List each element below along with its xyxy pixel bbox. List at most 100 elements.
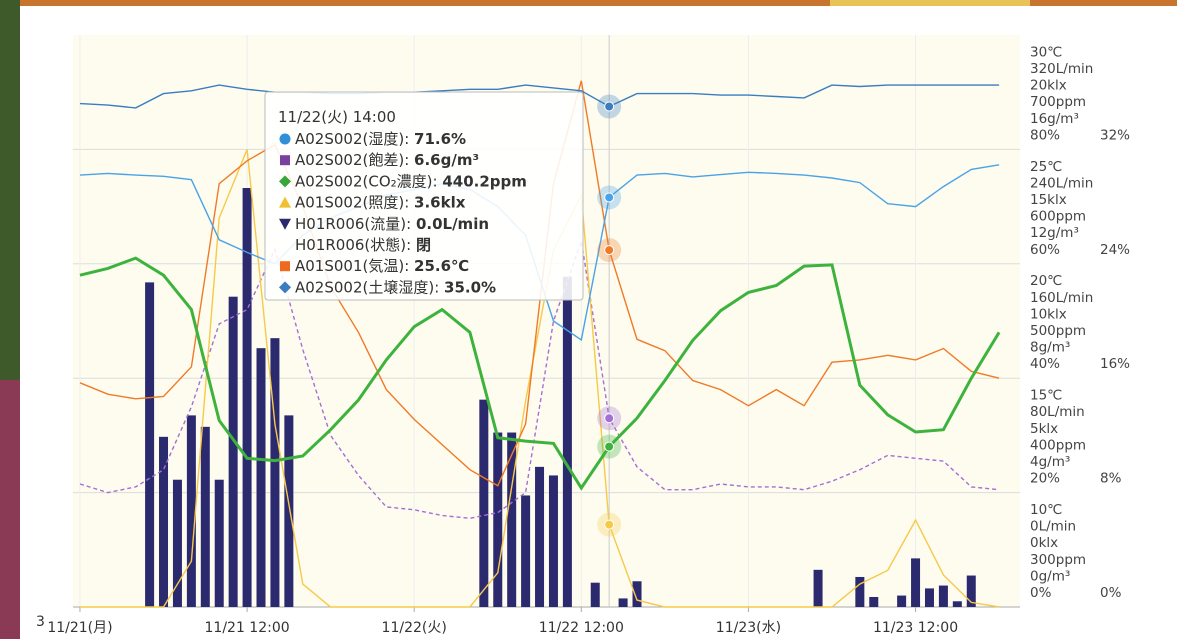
highlight-point — [605, 414, 614, 423]
tooltip-value: 35.0% — [444, 278, 496, 296]
bar — [187, 415, 196, 607]
y-tick-label: 0klx — [1030, 535, 1058, 551]
bar — [215, 480, 224, 607]
bar — [173, 480, 182, 607]
tooltip-label: A01S001(気温): — [295, 257, 414, 275]
y-tick-label: 10klx — [1030, 306, 1067, 322]
y-tick-label: 500ppm — [1030, 323, 1086, 339]
photo-strip — [0, 380, 20, 639]
legend-marker — [280, 134, 291, 145]
bar — [201, 427, 210, 607]
tooltip-value: 閉 — [416, 236, 431, 254]
y2-tick-label: 8% — [1100, 471, 1122, 487]
bar — [257, 348, 266, 607]
bar — [145, 282, 154, 607]
bar — [619, 598, 628, 607]
tooltip-row: A01S002(照度): 3.6klx — [295, 194, 466, 212]
y-tick-label: 0% — [1030, 585, 1052, 601]
tooltip-label: H01R006(流量): — [295, 215, 416, 233]
y-tick-label: 4g/m³ — [1030, 454, 1070, 470]
bar — [229, 297, 238, 607]
highlight-point — [605, 193, 614, 202]
bar — [549, 475, 558, 607]
tooltip-label: H01R006(状態): — [295, 236, 416, 254]
y-tick-label: 0g/m³ — [1030, 568, 1070, 584]
bar — [633, 581, 642, 607]
tooltip-row: A02S002(CO₂濃度): 440.2ppm — [295, 172, 527, 190]
bar — [535, 467, 544, 607]
x-tick-label: 11/21 12:00 — [205, 620, 290, 636]
y-tick-label: 12g/m³ — [1030, 225, 1079, 241]
tooltip-row: H01R006(状態): 閉 — [295, 236, 431, 254]
highlight-point — [605, 102, 614, 111]
x-tick-label: 11/22 12:00 — [539, 620, 624, 636]
y-tick-label: 600ppm — [1030, 209, 1086, 225]
y-tick-label: 10℃ — [1030, 502, 1062, 518]
tooltip-value: 3.6klx — [414, 194, 466, 212]
tooltip-title: 11/22(火) 14:00 — [278, 108, 396, 126]
y2-tick-label: 16% — [1100, 356, 1130, 372]
x-tick-label: 11/23(水) — [716, 620, 781, 636]
x-tick-label: 11/21(月) — [47, 620, 112, 636]
legend-marker — [280, 261, 290, 271]
y-tick-label: 300ppm — [1030, 552, 1086, 568]
y-tick-label: 8g/m³ — [1030, 340, 1070, 356]
page-number: 3 — [36, 614, 45, 630]
x-tick-label: 11/23 12:00 — [873, 620, 958, 636]
bar — [479, 400, 488, 607]
chart: 3 10℃15℃20℃25℃30℃0L/min80L/min160L/min24… — [0, 0, 1177, 639]
tooltip-label: A02S002(土壌湿度): — [295, 278, 444, 296]
tooltip-row: H01R006(流量): 0.0L/min — [295, 215, 489, 233]
bar — [897, 596, 906, 607]
bar — [493, 433, 502, 607]
bar — [869, 597, 878, 607]
highlight-point — [605, 442, 614, 451]
bar — [521, 495, 530, 607]
y-tick-label: 400ppm — [1030, 437, 1086, 453]
y-tick-label: 15klx — [1030, 192, 1067, 208]
tooltip-value: 6.6g/m³ — [414, 151, 479, 169]
y2-tick-label: 0% — [1100, 585, 1122, 601]
tooltip-value: 0.0L/min — [416, 215, 489, 233]
y-tick-label: 30℃ — [1030, 44, 1062, 60]
tooltip-label: A02S002(湿度): — [295, 130, 414, 148]
bar — [939, 586, 948, 607]
tooltip-row: A02S002(土壌湿度): 35.0% — [295, 278, 496, 296]
bar — [507, 433, 516, 607]
bar — [855, 577, 864, 607]
highlight-point — [605, 246, 614, 255]
y-tick-label: 25℃ — [1030, 159, 1062, 175]
bar — [814, 570, 823, 607]
y-tick-label: 80% — [1030, 127, 1060, 143]
tooltip-label: A02S002(飽差): — [295, 151, 414, 169]
bar — [284, 415, 293, 607]
y-tick-label: 700ppm — [1030, 94, 1086, 110]
y2-tick-label: 32% — [1100, 127, 1130, 143]
y-tick-label: 5klx — [1030, 421, 1058, 437]
tooltip-value: 440.2ppm — [442, 172, 527, 190]
bar — [563, 277, 572, 607]
tooltip-row: A02S002(湿度): 71.6% — [295, 130, 466, 148]
y-tick-label: 80L/min — [1030, 404, 1085, 420]
y-tick-label: 40% — [1030, 356, 1060, 372]
y-tick-label: 0L/min — [1030, 519, 1076, 535]
highlight-point — [605, 520, 614, 529]
bar — [953, 601, 962, 607]
photo-strip — [830, 0, 1030, 6]
y-tick-label: 15℃ — [1030, 388, 1062, 404]
tooltip-label: A02S002(CO₂濃度): — [295, 172, 442, 190]
y-tick-label: 320L/min — [1030, 61, 1093, 77]
tooltip-value: 25.6℃ — [414, 257, 469, 275]
tooltip-label: A01S002(照度): — [295, 194, 414, 212]
bar — [911, 558, 920, 607]
bar — [925, 588, 934, 607]
legend-marker — [280, 155, 290, 165]
tooltip-row: A01S001(気温): 25.6℃ — [295, 257, 469, 275]
y-tick-label: 60% — [1030, 242, 1060, 258]
tooltip-value: 71.6% — [414, 130, 466, 148]
y2-tick-label: 24% — [1100, 242, 1130, 258]
tooltip-row: A02S002(飽差): 6.6g/m³ — [295, 151, 479, 169]
y-tick-label: 20% — [1030, 471, 1060, 487]
x-tick-label: 11/22(火) — [382, 620, 447, 636]
y-tick-label: 20klx — [1030, 78, 1067, 94]
